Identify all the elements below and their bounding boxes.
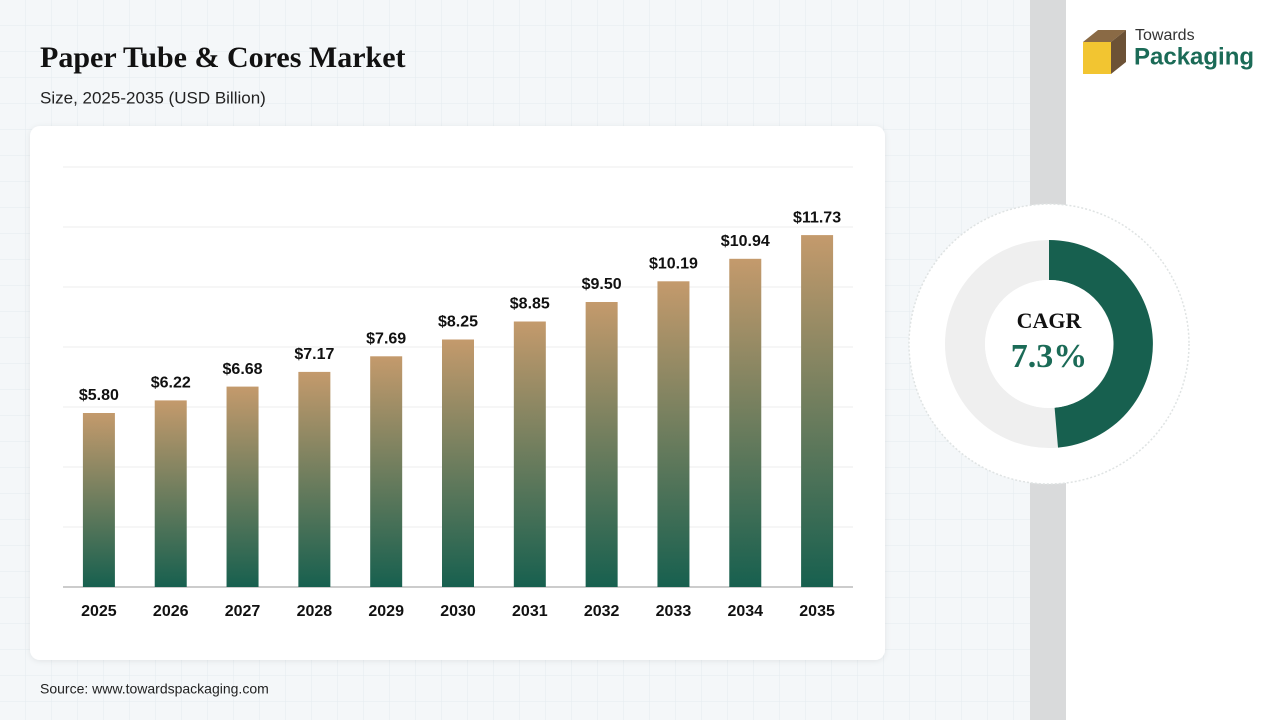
bar: [801, 235, 834, 587]
cagr-donut: CAGR 7.3%: [908, 203, 1190, 485]
brand-logo: Towards Packaging: [1083, 27, 1254, 74]
bar: [298, 371, 331, 587]
value-label: $7.69: [366, 331, 406, 348]
x-tick-label: 2030: [440, 603, 476, 620]
chart-title: Paper Tube & Cores Market: [40, 41, 406, 74]
bar: [370, 356, 403, 587]
value-label: $11.73: [793, 209, 841, 226]
x-tick-label: 2035: [799, 603, 835, 620]
bar: [657, 281, 690, 587]
bar: [513, 321, 546, 587]
x-tick-label: 2025: [81, 603, 117, 620]
value-label: $8.25: [438, 314, 478, 331]
chart-subtitle: Size, 2025-2035 (USD Billion): [40, 88, 266, 107]
source: Source: www.towardspackaging.com: [40, 681, 269, 697]
value-label: $8.85: [510, 296, 550, 313]
x-tick-label: 2026: [153, 603, 189, 620]
x-tick-label: 2029: [368, 603, 404, 620]
brand-line1: Towards: [1135, 27, 1195, 44]
bar: [226, 386, 259, 587]
brand-line2: Packaging: [1134, 43, 1254, 70]
bar: [154, 400, 187, 587]
value-label: $6.68: [223, 361, 263, 378]
value-label: $10.94: [721, 233, 770, 250]
bar: [585, 302, 618, 587]
bar: [82, 413, 115, 587]
value-label: $10.19: [649, 256, 698, 273]
bar: [442, 339, 474, 587]
value-label: $9.50: [582, 276, 622, 293]
value-label: $6.22: [151, 375, 191, 392]
cagr-value: 7.3%: [1011, 338, 1088, 375]
x-tick-label: 2028: [297, 603, 333, 620]
cagr-label: CAGR: [1017, 308, 1083, 333]
value-label: $5.80: [79, 387, 119, 404]
x-tick-label: 2034: [727, 603, 763, 620]
x-tick-label: 2031: [512, 603, 548, 620]
bar: [729, 258, 762, 587]
x-tick-label: 2033: [656, 603, 692, 620]
x-tick-label: 2027: [225, 603, 261, 620]
x-tick-label: 2032: [584, 603, 620, 620]
value-label: $7.17: [294, 346, 334, 363]
